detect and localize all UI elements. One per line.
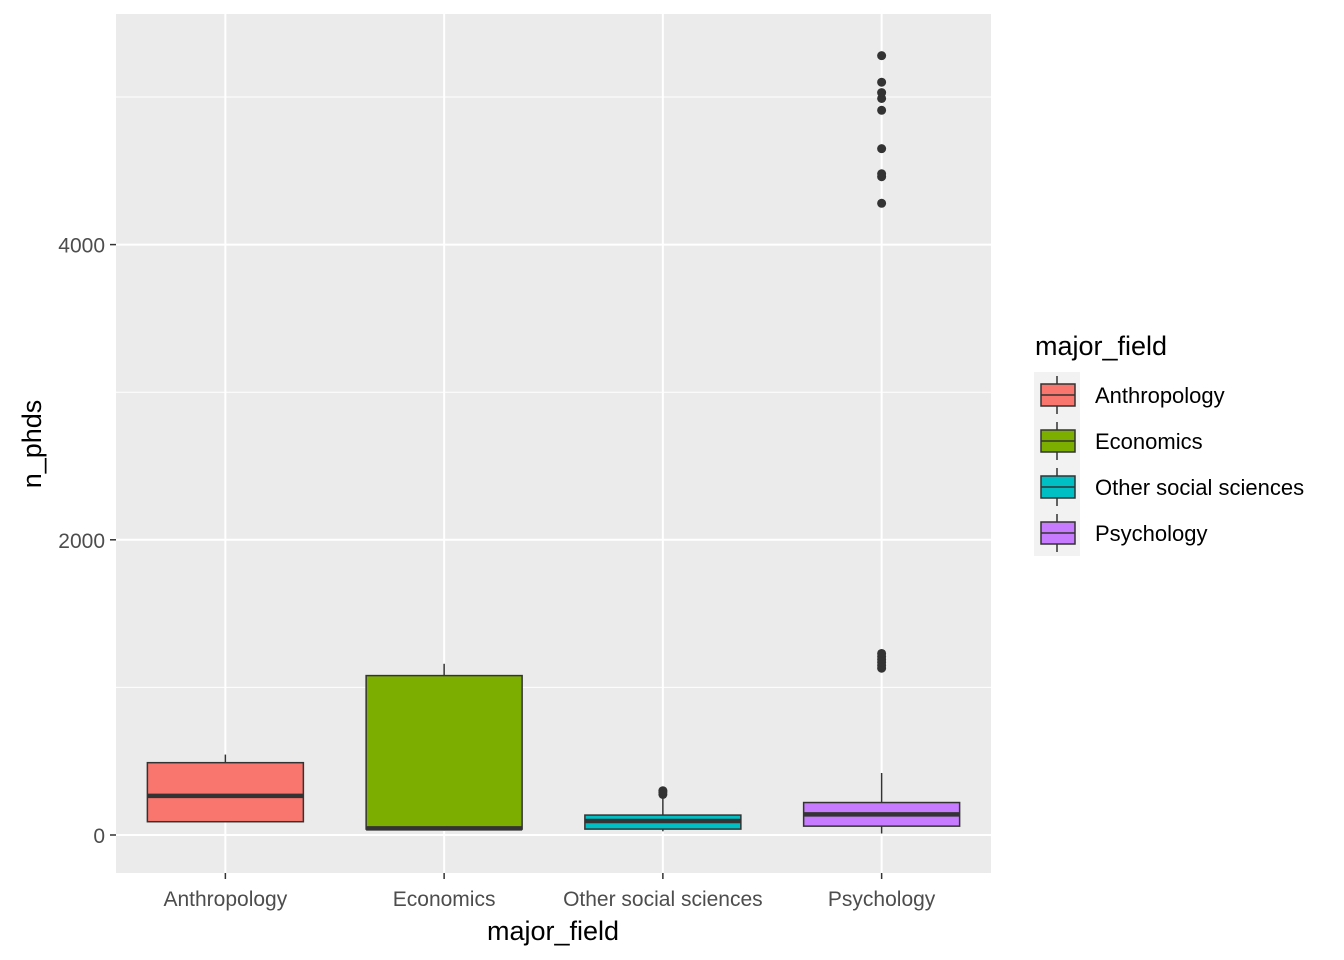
legend-item-other-social-sciences: Other social sciences xyxy=(1040,468,1304,506)
box-psychology xyxy=(802,51,961,834)
legend-item-psychology: Psychology xyxy=(1040,514,1208,552)
outlier-point xyxy=(877,198,887,208)
legend-item-economics: Economics xyxy=(1040,422,1203,460)
legend: major_field Anthropology Economics Other s… xyxy=(1034,331,1304,556)
box-economics xyxy=(365,663,523,831)
x-tick-label: Psychology xyxy=(828,888,936,911)
outlier-point xyxy=(658,786,668,796)
outlier-point xyxy=(877,648,887,658)
outlier-point xyxy=(877,51,887,61)
box-other-social-sciences xyxy=(584,786,742,832)
outlier-point xyxy=(877,144,887,154)
y-tick-label: 2000 xyxy=(58,530,105,553)
y-axis: 0 2000 4000 xyxy=(58,235,116,848)
box-body xyxy=(365,674,523,830)
box-layer xyxy=(146,51,961,834)
plot-panel xyxy=(116,14,991,873)
outlier-point xyxy=(877,169,887,179)
legend-label: Psychology xyxy=(1095,521,1208,546)
box-body xyxy=(146,761,305,823)
outlier-point xyxy=(877,105,887,115)
x-axis-title: major_field xyxy=(487,916,619,946)
outlier-point xyxy=(877,88,887,98)
y-tick-label: 0 xyxy=(93,825,105,848)
legend-label: Economics xyxy=(1095,429,1203,454)
x-axis: Anthropology Economics Other social scienc… xyxy=(163,873,936,911)
minor-gridlines xyxy=(116,96,991,688)
major-gridlines xyxy=(116,14,991,873)
x-tick-label: Anthropology xyxy=(163,888,287,911)
legend-label: Other social sciences xyxy=(1095,475,1304,500)
x-tick-label: Economics xyxy=(393,888,496,911)
legend-label: Anthropology xyxy=(1095,383,1225,408)
legend-title: major_field xyxy=(1035,331,1167,361)
x-tick-label: Other social sciences xyxy=(563,888,763,911)
y-axis-title: n_phds xyxy=(17,400,47,489)
legend-item-anthropology: Anthropology xyxy=(1040,376,1225,414)
outlier-point xyxy=(877,77,887,87)
box-anthropology xyxy=(146,754,305,823)
y-tick-label: 4000 xyxy=(58,235,105,258)
